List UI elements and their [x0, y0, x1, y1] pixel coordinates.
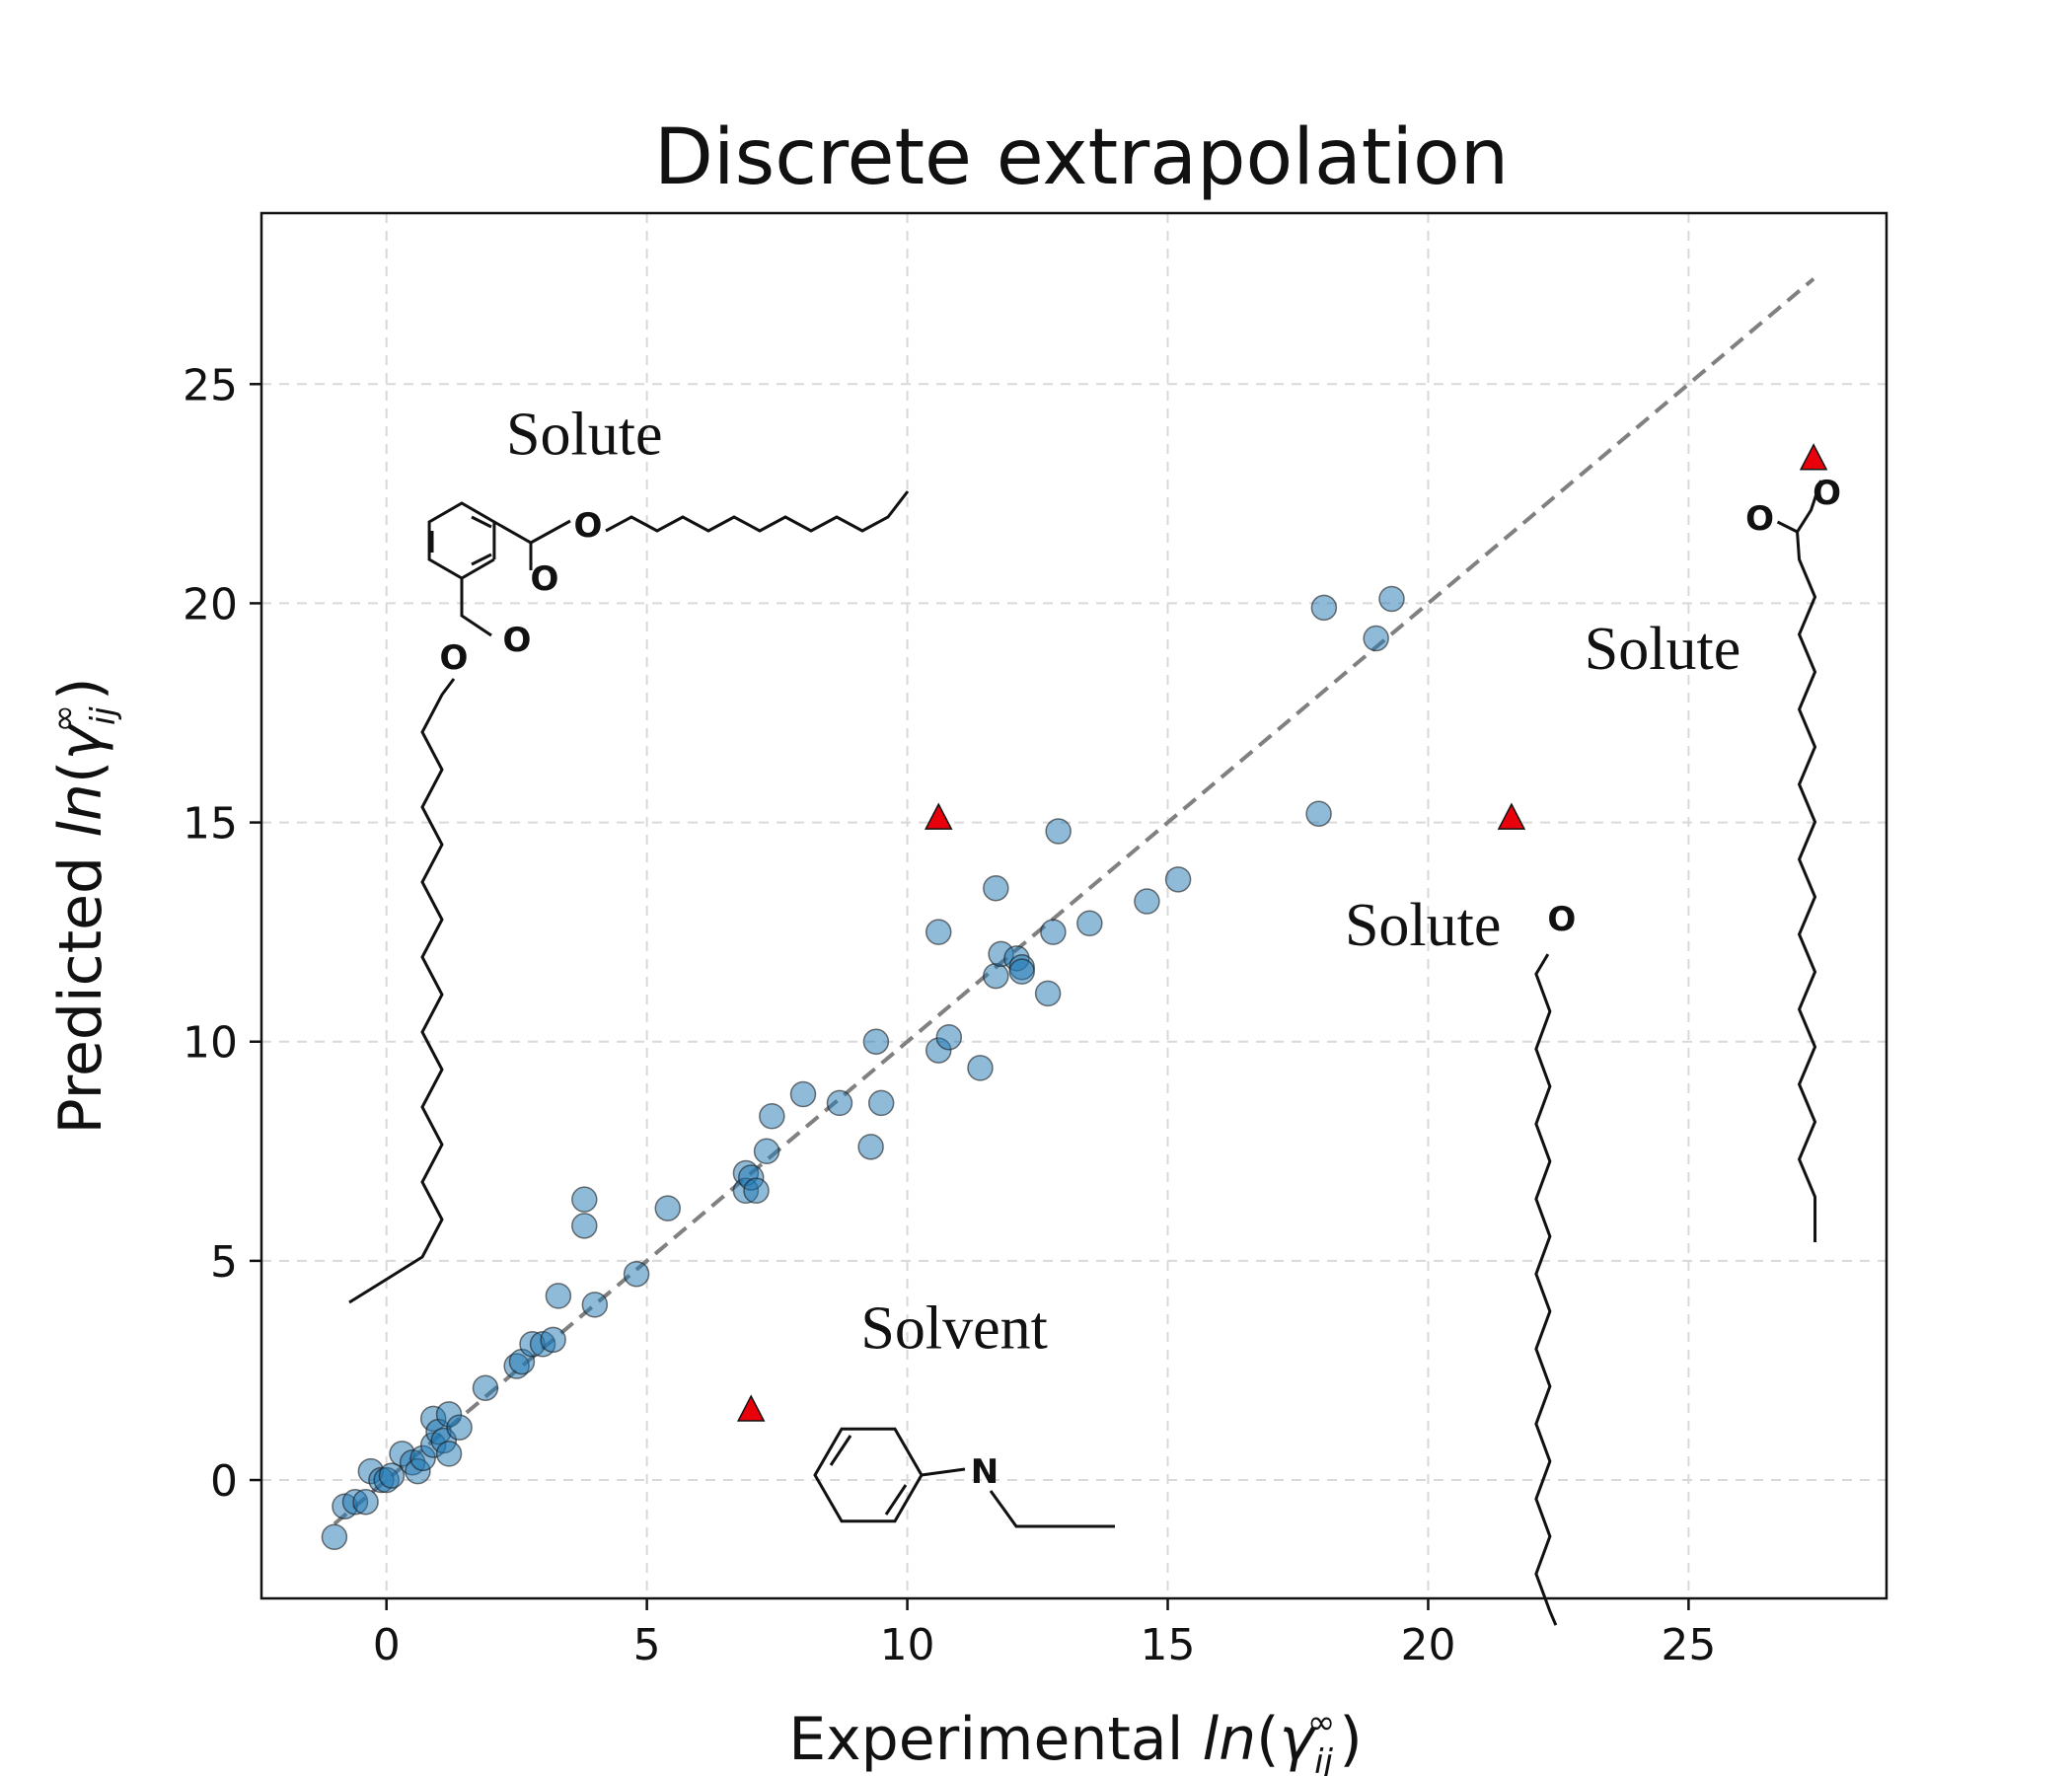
y-tick-label: 10 [183, 1018, 238, 1069]
annotation-label: Solvent [860, 1295, 1047, 1363]
annotation-label: Solute [506, 401, 662, 468]
data-point [935, 1024, 963, 1051]
oxygen-atom: O [440, 638, 469, 678]
ester-chain [1796, 531, 1817, 1242]
data-point [983, 874, 1009, 902]
y-ticks: 0 5 10 15 20 25 [183, 360, 261, 1507]
ring-double-bond [471, 515, 492, 529]
y-axis-label: Predicted ln(γij∞) [44, 677, 123, 1134]
data-point [1040, 919, 1067, 945]
data-point [967, 1055, 994, 1081]
oxygen-atom: O [503, 621, 532, 660]
amine-bond [921, 1467, 966, 1477]
highlighted-point [1799, 443, 1828, 471]
highlighted-point [925, 802, 953, 830]
data-point [545, 1283, 572, 1309]
y-tick-label: 0 [210, 1456, 238, 1507]
data-point [1305, 800, 1332, 827]
data-point [867, 1089, 895, 1117]
chart-title: Discrete extrapolation [654, 113, 1509, 202]
ester-head [1776, 480, 1822, 534]
alkyl-chain-lower [348, 678, 456, 1304]
x-tick-label: 0 [373, 1620, 401, 1670]
data-point [826, 1089, 853, 1117]
data-point [1310, 594, 1338, 622]
data-point [571, 1213, 598, 1239]
ring-double-bond [884, 1484, 908, 1516]
data-point [1034, 980, 1062, 1007]
data-point [654, 1195, 681, 1221]
y-tick-label: 15 [183, 799, 238, 850]
data-point [1134, 888, 1160, 915]
oxygen-atom: O [1745, 499, 1774, 539]
x-tick-label: 5 [633, 1620, 661, 1670]
x-tick-label: 15 [1141, 1620, 1196, 1670]
data-point [857, 1134, 884, 1160]
data-point [925, 919, 952, 945]
ring-double-bond [471, 553, 492, 566]
ethyl-chain [989, 1490, 1115, 1528]
x-tick-label: 10 [880, 1620, 935, 1670]
data-point [352, 1489, 379, 1516]
alcohol-chain [1534, 953, 1558, 1626]
x-axis-label: Experimental ln(γij∞) [788, 1703, 1362, 1776]
grid [261, 213, 1887, 1598]
data-point [581, 1292, 609, 1318]
data-point [435, 1441, 463, 1467]
data-point [571, 1186, 598, 1213]
data-point [1363, 625, 1389, 652]
highlighted-point [736, 1394, 766, 1422]
data-point [540, 1326, 566, 1354]
annotation-label: Solute [1585, 616, 1740, 683]
data-point [753, 1138, 780, 1165]
y-tick-label: 5 [210, 1237, 238, 1288]
data-point [862, 1028, 890, 1055]
data-point [623, 1260, 650, 1288]
data-point [759, 1103, 785, 1130]
oxygen-atom: O [574, 506, 603, 546]
oxygen-atom: O [531, 559, 559, 599]
data-point [378, 1462, 406, 1489]
x-tick-label: 20 [1400, 1620, 1455, 1670]
y-tick-label: 20 [183, 579, 238, 629]
data-point [743, 1177, 770, 1205]
data-point [789, 1080, 817, 1108]
plot-frame [259, 211, 1888, 1600]
ester-bond-upper [493, 519, 571, 545]
data-point [446, 1414, 473, 1441]
data-point [983, 962, 1009, 990]
data-point [1378, 585, 1405, 613]
data-point [1164, 866, 1192, 893]
data-point [321, 1523, 348, 1551]
data-points [321, 443, 1828, 1551]
highlighted-point [1497, 802, 1526, 830]
ring-double-bond [829, 1435, 852, 1466]
benzene-ring [427, 501, 496, 580]
nitrogen-atom: N [971, 1452, 999, 1492]
x-tick-label: 25 [1661, 1620, 1716, 1670]
oxygen-atom: O [1547, 900, 1576, 939]
data-point [1076, 910, 1103, 937]
solvent-ring [813, 1427, 924, 1523]
alkyl-chain-upper [605, 490, 910, 533]
x-ticks: 0 5 10 15 20 25 [373, 1598, 1716, 1670]
y-tick-label: 25 [183, 360, 238, 410]
annotations: Solute Solute Solute Solvent [506, 401, 1740, 1362]
data-point [1045, 818, 1072, 845]
ester-bond-lower [460, 578, 492, 637]
annotation-label: Solute [1345, 892, 1501, 959]
data-point [1008, 958, 1035, 985]
parity-line [333, 277, 1815, 1525]
data-point [472, 1374, 499, 1401]
